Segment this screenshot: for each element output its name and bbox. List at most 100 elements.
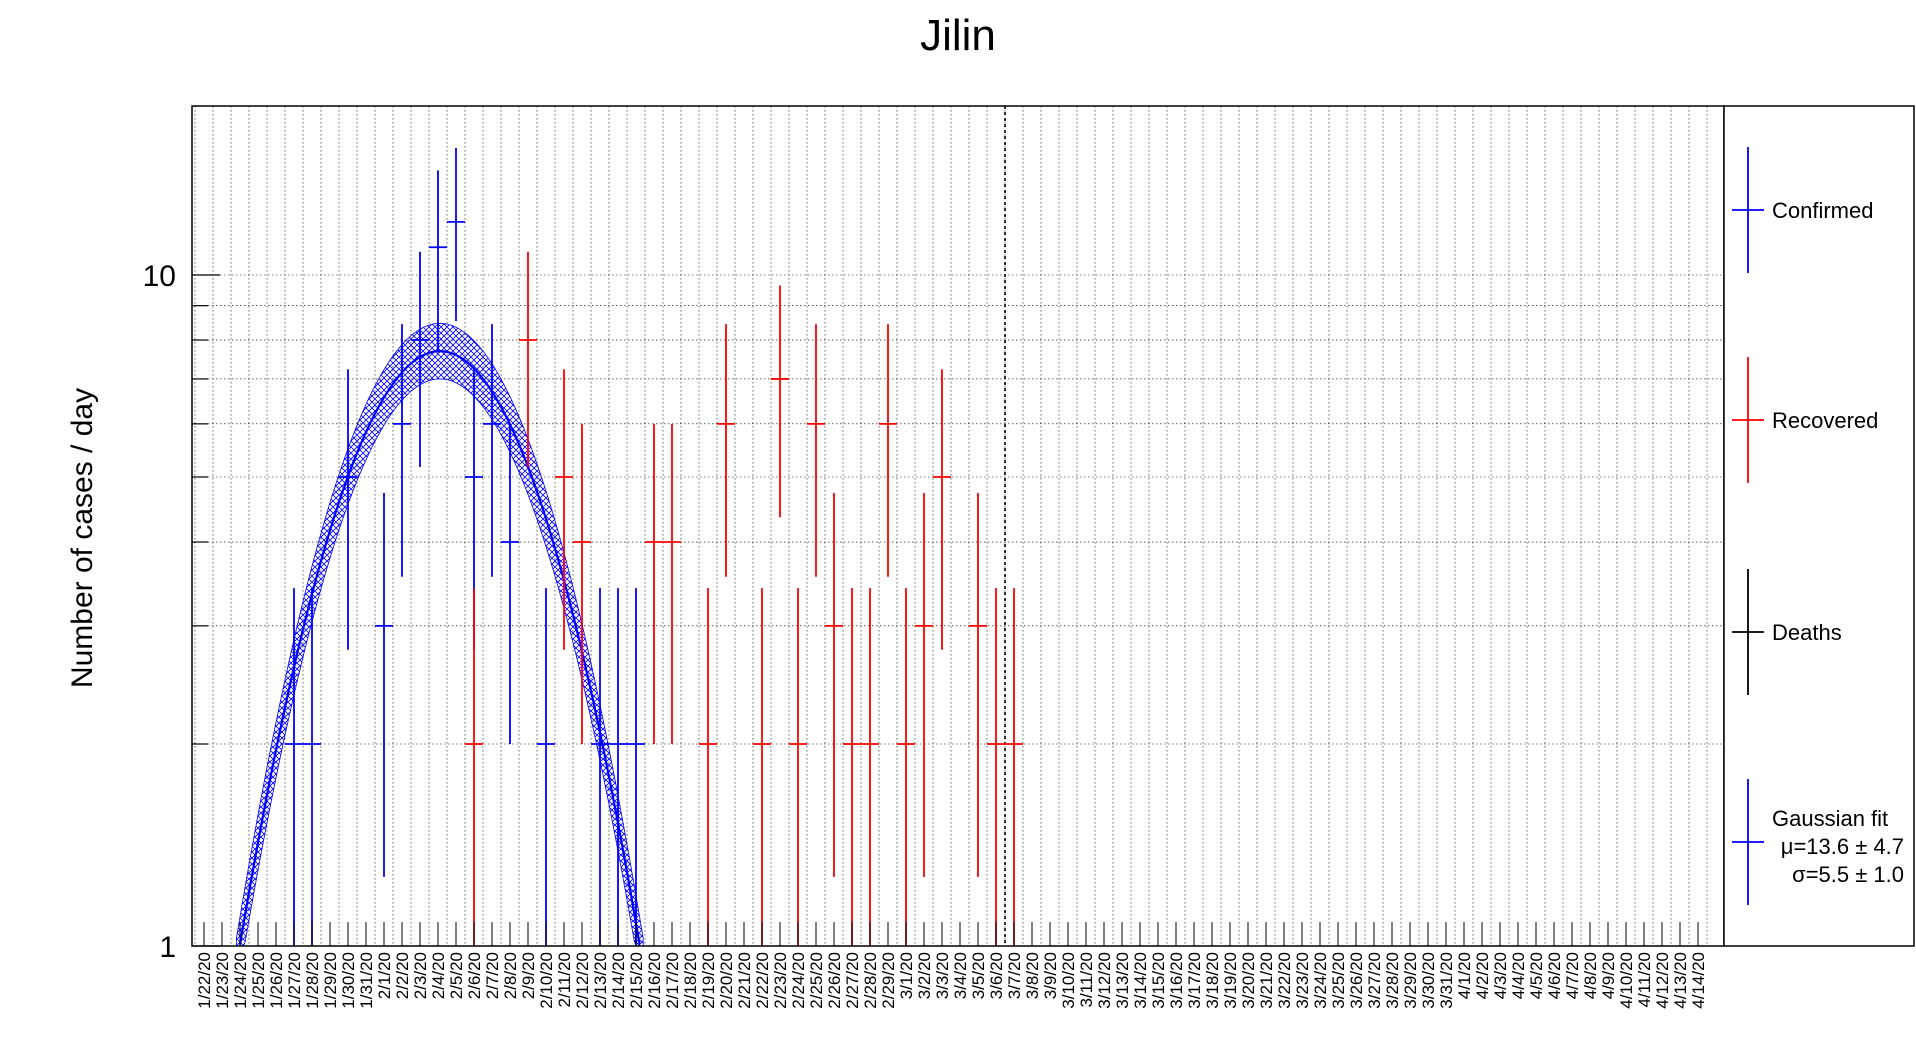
x-tick-label: 4/6/20 [1545, 952, 1564, 999]
x-tick-label: 2/10/20 [537, 952, 556, 1009]
x-tick-label: 2/1/20 [375, 952, 394, 999]
x-tick-label: 2/15/20 [627, 952, 646, 1009]
data-point-recovered [1005, 588, 1023, 946]
grid [192, 106, 1724, 946]
data-point-confirmed [483, 324, 501, 577]
x-tick-label: 2/29/20 [879, 952, 898, 1009]
data-point-confirmed [375, 493, 393, 877]
x-tick-label: 2/19/20 [699, 952, 718, 1009]
x-tick-label: 2/7/20 [483, 952, 502, 999]
data-point-confirmed [447, 147, 465, 322]
x-tick-label: 4/8/20 [1581, 952, 1600, 999]
x-tick-label: 3/14/20 [1131, 952, 1150, 1009]
x-tick-label: 3/17/20 [1185, 952, 1204, 1009]
x-tick-label: 1/31/20 [357, 952, 376, 1009]
data-point-recovered [573, 423, 591, 745]
x-tick-label: 3/7/20 [1005, 952, 1024, 999]
data-point-confirmed [429, 170, 447, 352]
data-point-confirmed [609, 588, 627, 946]
x-tick-label: 2/22/20 [753, 952, 772, 1009]
x-tick-label: 4/11/20 [1635, 952, 1654, 1007]
x-tick-label: 4/14/20 [1689, 952, 1708, 1009]
data-point-confirmed [627, 588, 645, 946]
x-tick-label: 3/16/20 [1167, 952, 1186, 1009]
x-tick-label: 2/9/20 [519, 952, 538, 999]
data-point-recovered [465, 588, 483, 946]
legend-entry-deaths: Deaths [1732, 569, 1842, 695]
legend-fit-sigma: σ=5.5 ± 1.0 [1792, 862, 1904, 887]
x-tick-label: 4/4/20 [1509, 952, 1528, 999]
data-point-confirmed [285, 588, 303, 946]
data-point-recovered [843, 588, 861, 946]
x-tick-label: 1/26/20 [267, 952, 286, 1009]
x-tick-label: 3/30/20 [1419, 952, 1438, 1009]
x-tick-label: 2/20/20 [717, 952, 736, 1009]
y-tick-label: 1 [159, 931, 176, 964]
fit-curve-line [238, 350, 641, 945]
x-tick-label: 3/22/20 [1275, 952, 1294, 1009]
x-tick-label: 2/27/20 [843, 952, 862, 1009]
x-tick-label: 3/26/20 [1347, 952, 1366, 1009]
x-tick-label: 2/14/20 [609, 952, 628, 1009]
x-tick-label: 2/5/20 [447, 952, 466, 999]
x-tick-label: 1/22/20 [195, 952, 214, 1009]
data-point-recovered [825, 493, 843, 877]
legend-fit-mu: μ=13.6 ± 4.7 [1781, 834, 1904, 859]
x-tick-label: 4/10/20 [1617, 952, 1636, 1009]
x-tick-label: 2/11/20 [555, 952, 574, 1007]
x-axis-ticks: 1/22/20 1/23/20 1/24/20 1/25/20 1/26/20 1/27/… [195, 922, 1708, 1009]
x-tick-label: 2/16/20 [645, 952, 664, 1009]
x-tick-label: 3/4/20 [951, 952, 970, 999]
x-tick-label: 1/25/20 [249, 952, 268, 1009]
x-tick-label: 3/18/20 [1203, 952, 1222, 1009]
x-tick-label: 2/21/20 [735, 952, 754, 1009]
y-tick-label: 10 [143, 260, 176, 293]
x-tick-label: 3/9/20 [1041, 952, 1060, 999]
x-tick-label: 2/25/20 [807, 952, 826, 1009]
x-tick-label: 2/26/20 [825, 952, 844, 1009]
x-tick-label: 3/11/20 [1077, 952, 1096, 1007]
data-point-recovered [699, 588, 717, 946]
x-tick-label: 1/30/20 [339, 952, 358, 1009]
data-point-recovered [915, 493, 933, 877]
plot-frame [191, 105, 1725, 947]
x-tick-label: 2/13/20 [591, 952, 610, 1009]
x-tick-label: 2/6/20 [465, 952, 484, 999]
x-tick-label: 1/28/20 [303, 952, 322, 1009]
x-tick-label: 3/28/20 [1383, 952, 1402, 1009]
legend-label: Deaths [1772, 620, 1842, 645]
data-point-recovered [933, 369, 951, 650]
x-tick-label: 2/8/20 [501, 952, 520, 999]
data-point-confirmed [591, 588, 609, 946]
data-point-recovered [987, 588, 1005, 946]
x-tick-label: 2/4/20 [429, 952, 448, 999]
data-point-confirmed [339, 369, 357, 650]
data-point-recovered [555, 369, 573, 650]
x-tick-label: 2/18/20 [681, 952, 700, 1009]
x-tick-label: 4/2/20 [1473, 952, 1492, 999]
legend-entry-recovered: Recovered [1732, 357, 1878, 483]
data-point-recovered [969, 493, 987, 877]
x-tick-label: 3/15/20 [1149, 952, 1168, 1009]
data-point-recovered [861, 588, 879, 946]
legend-label: Confirmed [1772, 198, 1873, 223]
data-point-recovered [717, 324, 735, 577]
x-tick-label: 1/23/20 [213, 952, 232, 1009]
x-tick-label: 3/1/20 [897, 952, 916, 999]
x-tick-label: 3/29/20 [1401, 952, 1420, 1009]
data-points [285, 147, 1023, 946]
x-tick-label: 2/17/20 [663, 952, 682, 1009]
x-tick-label: 3/12/20 [1095, 952, 1114, 1009]
data-point-recovered [771, 285, 789, 518]
legend-label: Gaussian fit [1772, 806, 1888, 831]
data-point-recovered [753, 588, 771, 946]
x-tick-label: 2/3/20 [411, 952, 430, 999]
legend-entry-confirmed: Confirmed [1732, 147, 1873, 273]
x-tick-label: 3/24/20 [1311, 952, 1330, 1009]
x-tick-label: 3/6/20 [987, 952, 1006, 999]
x-tick-label: 3/2/20 [915, 952, 934, 999]
legend-label: Recovered [1772, 408, 1878, 433]
x-tick-label: 2/24/20 [789, 952, 808, 1009]
x-tick-label: 4/7/20 [1563, 952, 1582, 999]
